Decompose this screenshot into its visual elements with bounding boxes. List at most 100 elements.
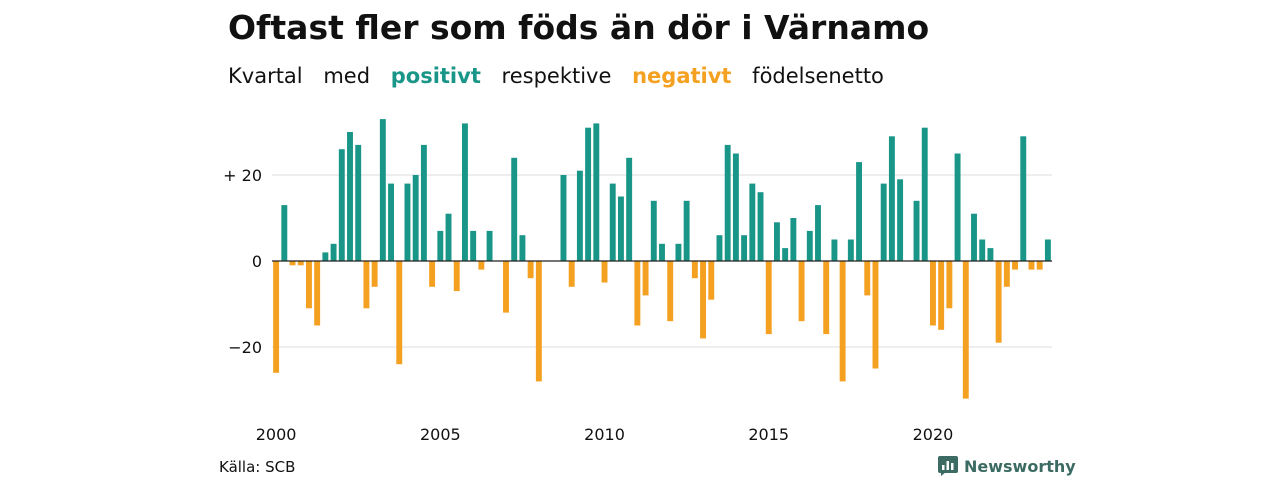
bar: [396, 261, 403, 365]
bar: [609, 183, 616, 261]
bar: [741, 235, 748, 261]
bar: [576, 170, 583, 261]
bar: [872, 261, 879, 369]
newsworthy-icon: [938, 456, 958, 476]
bar: [470, 230, 477, 261]
bar: [404, 183, 411, 261]
x-tick-label: 2010: [584, 425, 625, 444]
subtitle-positive-label: positivt: [390, 64, 481, 88]
bar: [921, 127, 928, 261]
bar: [839, 261, 846, 382]
bar: [971, 213, 977, 261]
bar: [388, 183, 395, 261]
bar: [806, 230, 813, 261]
bar: [281, 205, 288, 261]
bar: [634, 261, 641, 326]
bar: [1036, 261, 1043, 270]
bar: [979, 239, 986, 261]
bar: [305, 261, 312, 309]
bar: [757, 192, 764, 261]
source-note: Källa: SCB: [219, 458, 296, 476]
bar: [667, 261, 674, 322]
subtitle-word-fodelsenetto: födelsenetto: [752, 64, 884, 88]
x-tick-label: 2000: [256, 425, 297, 444]
bar: [371, 261, 378, 287]
bar: [782, 248, 789, 261]
bar: [831, 239, 838, 261]
bar: [601, 261, 608, 283]
bar: [461, 123, 468, 262]
bar: [847, 239, 854, 261]
bar: [929, 261, 936, 326]
bar: [732, 153, 739, 261]
bar: [1044, 239, 1051, 261]
bar: [773, 222, 780, 261]
subtitle-negative-label: negativt: [632, 64, 732, 88]
y-tick-label: 0: [252, 252, 262, 271]
chart-subtitle: Kvartal med positivt respektive negativt…: [228, 64, 898, 88]
bar: [1028, 261, 1035, 270]
bar: [503, 261, 509, 313]
bar: [535, 261, 542, 382]
subtitle-word-med: med: [323, 64, 371, 88]
chart-title: Oftast fler som föds än dör i Värnamo: [228, 8, 930, 47]
bar: [946, 261, 953, 309]
bar: [798, 261, 805, 322]
bar: [453, 261, 460, 292]
bar: [617, 196, 624, 261]
bar: [429, 261, 436, 287]
bar: [593, 123, 600, 262]
bar: [650, 200, 657, 261]
bar: [1020, 136, 1027, 261]
bar: [560, 175, 567, 261]
bar: [995, 261, 1002, 343]
bar: [585, 127, 592, 261]
bar: [642, 261, 649, 296]
bar: [437, 230, 444, 261]
bar: [445, 213, 452, 261]
bar: [273, 261, 280, 373]
bar: [691, 261, 698, 279]
bar: [724, 144, 731, 261]
bar: [888, 136, 895, 261]
bar: [700, 261, 707, 339]
bar: [568, 261, 575, 287]
bar: [363, 261, 370, 309]
bar: [708, 261, 715, 300]
bar: [913, 200, 920, 261]
y-tick-label: + 20: [223, 166, 262, 185]
bar: [478, 261, 485, 270]
bar: [322, 252, 329, 261]
subtitle-word-respektive: respektive: [501, 64, 612, 88]
subtitle-word-kvartal: Kvartal: [228, 64, 303, 88]
bar: [379, 119, 386, 261]
bar: [338, 149, 345, 261]
bar: [659, 243, 665, 261]
bar: [347, 132, 353, 261]
bar: [938, 261, 945, 330]
bar: [823, 261, 830, 335]
bar: [716, 235, 723, 261]
x-tick-label: 2020: [913, 425, 954, 444]
bar: [1012, 261, 1019, 270]
bar: [486, 230, 493, 261]
bar: [297, 261, 304, 266]
bar: [864, 261, 871, 296]
x-tick-label: 2015: [748, 425, 789, 444]
bar: [683, 200, 690, 261]
bar: [856, 162, 863, 261]
x-tick-label: 2005: [420, 425, 461, 444]
bar: [765, 261, 772, 335]
bar: [675, 243, 682, 261]
bar: [355, 144, 362, 261]
bar: [626, 157, 633, 261]
bar: [962, 261, 969, 399]
bar: [289, 261, 296, 266]
bar: [1003, 261, 1010, 287]
brand-logo: Newsworthy: [938, 456, 1076, 476]
bar: [749, 183, 756, 261]
bar: [790, 218, 797, 261]
brand-name: Newsworthy: [964, 456, 1076, 476]
bar: [420, 144, 427, 261]
